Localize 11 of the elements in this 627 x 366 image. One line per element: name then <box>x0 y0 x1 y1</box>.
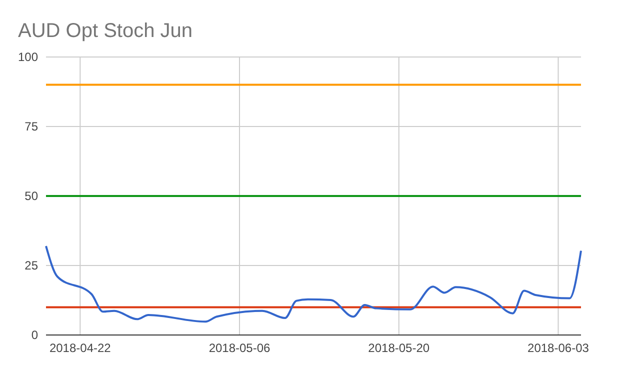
chart-title: AUD Opt Stoch Jun <box>18 20 193 42</box>
y-tick-label: 75 <box>24 120 38 134</box>
x-tick-label: 2018-05-06 <box>208 341 271 355</box>
y-tick-label: 50 <box>24 189 38 203</box>
x-tick-label: 2018-06-03 <box>528 341 590 355</box>
y-tick-label: 100 <box>18 50 38 64</box>
x-tick-label: 2018-05-20 <box>368 341 430 355</box>
line-series <box>45 245 582 323</box>
y-tick-label: 0 <box>31 328 38 342</box>
y-tick-label: 25 <box>24 258 38 272</box>
x-tick-label: 2018-04-22 <box>49 341 112 355</box>
